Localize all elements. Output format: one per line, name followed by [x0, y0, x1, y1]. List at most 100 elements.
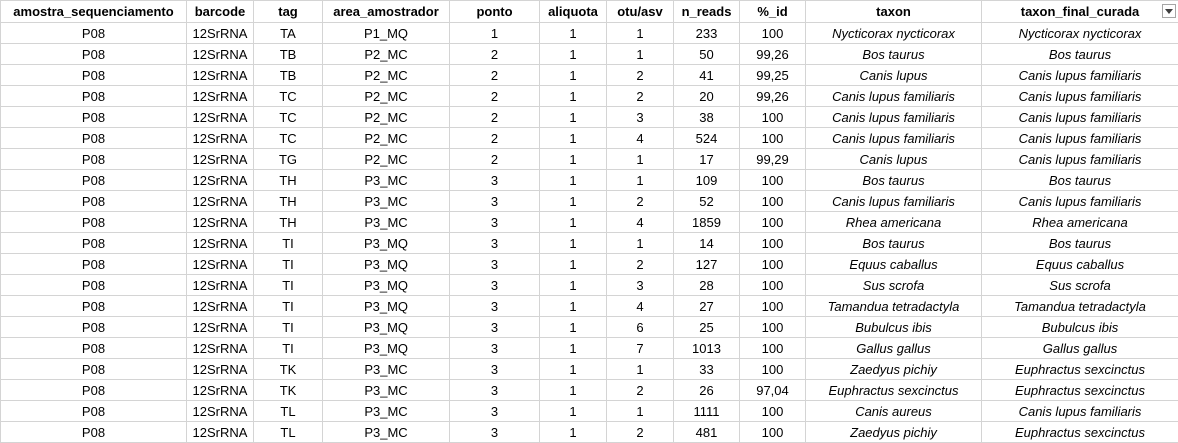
cell-n-reads[interactable]: 1013: [673, 337, 740, 359]
cell-pct-id[interactable]: 100: [739, 211, 806, 233]
cell-barcode[interactable]: 12SrRNA: [186, 232, 254, 254]
cell-ponto[interactable]: 3: [449, 295, 540, 317]
cell-tag[interactable]: TH: [253, 211, 323, 233]
cell-area[interactable]: P3_MQ: [322, 253, 450, 275]
cell-pct-id[interactable]: 100: [739, 295, 806, 317]
cell-otu[interactable]: 2: [606, 190, 674, 212]
cell-amostra[interactable]: P08: [0, 379, 187, 401]
cell-ponto[interactable]: 3: [449, 400, 540, 422]
cell-area[interactable]: P3_MQ: [322, 232, 450, 254]
cell-taxon[interactable]: Canis lupus familiaris: [805, 190, 982, 212]
cell-taxon-final[interactable]: Canis lupus familiaris: [981, 106, 1178, 128]
cell-taxon-final[interactable]: Bos taurus: [981, 232, 1178, 254]
cell-barcode[interactable]: 12SrRNA: [186, 379, 254, 401]
cell-otu[interactable]: 2: [606, 421, 674, 443]
cell-barcode[interactable]: 12SrRNA: [186, 400, 254, 422]
cell-aliquota[interactable]: 1: [539, 43, 607, 65]
cell-n-reads[interactable]: 17: [673, 148, 740, 170]
cell-taxon[interactable]: Gallus gallus: [805, 337, 982, 359]
cell-aliquota[interactable]: 1: [539, 106, 607, 128]
cell-barcode[interactable]: 12SrRNA: [186, 148, 254, 170]
cell-area[interactable]: P2_MC: [322, 148, 450, 170]
cell-aliquota[interactable]: 1: [539, 337, 607, 359]
cell-ponto[interactable]: 3: [449, 421, 540, 443]
cell-otu[interactable]: 2: [606, 379, 674, 401]
cell-n-reads[interactable]: 50: [673, 43, 740, 65]
cell-area[interactable]: P3_MC: [322, 400, 450, 422]
cell-ponto[interactable]: 3: [449, 358, 540, 380]
cell-pct-id[interactable]: 97,04: [739, 379, 806, 401]
cell-otu[interactable]: 6: [606, 316, 674, 338]
cell-area[interactable]: P2_MC: [322, 106, 450, 128]
cell-taxon[interactable]: Zaedyus pichiy: [805, 421, 982, 443]
cell-ponto[interactable]: 3: [449, 274, 540, 296]
cell-amostra[interactable]: P08: [0, 295, 187, 317]
cell-area[interactable]: P3_MC: [322, 421, 450, 443]
cell-n-reads[interactable]: 26: [673, 379, 740, 401]
cell-amostra[interactable]: P08: [0, 253, 187, 275]
cell-barcode[interactable]: 12SrRNA: [186, 316, 254, 338]
cell-amostra[interactable]: P08: [0, 190, 187, 212]
cell-area[interactable]: P3_MQ: [322, 316, 450, 338]
cell-barcode[interactable]: 12SrRNA: [186, 211, 254, 233]
cell-taxon-final[interactable]: Euphractus sexcinctus: [981, 358, 1178, 380]
cell-ponto[interactable]: 3: [449, 253, 540, 275]
cell-taxon[interactable]: Bos taurus: [805, 232, 982, 254]
cell-ponto[interactable]: 3: [449, 316, 540, 338]
cell-pct-id[interactable]: 100: [739, 106, 806, 128]
cell-n-reads[interactable]: 233: [673, 22, 740, 44]
cell-otu[interactable]: 4: [606, 295, 674, 317]
header-taxon[interactable]: taxon: [805, 0, 982, 23]
cell-otu[interactable]: 2: [606, 85, 674, 107]
cell-otu[interactable]: 1: [606, 169, 674, 191]
cell-aliquota[interactable]: 1: [539, 64, 607, 86]
cell-taxon[interactable]: Tamandua tetradactyla: [805, 295, 982, 317]
cell-amostra[interactable]: P08: [0, 211, 187, 233]
cell-taxon-final[interactable]: Euphractus sexcinctus: [981, 421, 1178, 443]
cell-amostra[interactable]: P08: [0, 337, 187, 359]
cell-ponto[interactable]: 1: [449, 22, 540, 44]
cell-pct-id[interactable]: 99,29: [739, 148, 806, 170]
cell-n-reads[interactable]: 52: [673, 190, 740, 212]
cell-taxon[interactable]: Canis lupus: [805, 148, 982, 170]
header-aliquota[interactable]: aliquota: [539, 0, 607, 23]
cell-tag[interactable]: TL: [253, 421, 323, 443]
cell-amostra[interactable]: P08: [0, 127, 187, 149]
cell-taxon-final[interactable]: Gallus gallus: [981, 337, 1178, 359]
cell-pct-id[interactable]: 100: [739, 400, 806, 422]
cell-ponto[interactable]: 2: [449, 148, 540, 170]
cell-amostra[interactable]: P08: [0, 148, 187, 170]
cell-taxon[interactable]: Canis aureus: [805, 400, 982, 422]
cell-tag[interactable]: TI: [253, 253, 323, 275]
cell-taxon[interactable]: Bos taurus: [805, 43, 982, 65]
cell-amostra[interactable]: P08: [0, 106, 187, 128]
cell-pct-id[interactable]: 100: [739, 337, 806, 359]
cell-aliquota[interactable]: 1: [539, 253, 607, 275]
cell-tag[interactable]: TA: [253, 22, 323, 44]
cell-taxon[interactable]: Bubulcus ibis: [805, 316, 982, 338]
cell-ponto[interactable]: 2: [449, 64, 540, 86]
cell-barcode[interactable]: 12SrRNA: [186, 85, 254, 107]
cell-barcode[interactable]: 12SrRNA: [186, 43, 254, 65]
cell-otu[interactable]: 1: [606, 22, 674, 44]
cell-area[interactable]: P2_MC: [322, 85, 450, 107]
cell-taxon-final[interactable]: Canis lupus familiaris: [981, 148, 1178, 170]
cell-area[interactable]: P2_MC: [322, 127, 450, 149]
cell-amostra[interactable]: P08: [0, 358, 187, 380]
cell-n-reads[interactable]: 1859: [673, 211, 740, 233]
cell-aliquota[interactable]: 1: [539, 22, 607, 44]
cell-tag[interactable]: TK: [253, 379, 323, 401]
cell-taxon-final[interactable]: Tamandua tetradactyla: [981, 295, 1178, 317]
header-n-reads[interactable]: n_reads: [673, 0, 740, 23]
cell-tag[interactable]: TC: [253, 106, 323, 128]
cell-ponto[interactable]: 3: [449, 379, 540, 401]
cell-ponto[interactable]: 2: [449, 85, 540, 107]
cell-amostra[interactable]: P08: [0, 400, 187, 422]
cell-pct-id[interactable]: 100: [739, 316, 806, 338]
cell-ponto[interactable]: 3: [449, 337, 540, 359]
cell-otu[interactable]: 4: [606, 127, 674, 149]
cell-aliquota[interactable]: 1: [539, 421, 607, 443]
cell-taxon-final[interactable]: Canis lupus familiaris: [981, 85, 1178, 107]
cell-ponto[interactable]: 3: [449, 232, 540, 254]
cell-pct-id[interactable]: 100: [739, 190, 806, 212]
